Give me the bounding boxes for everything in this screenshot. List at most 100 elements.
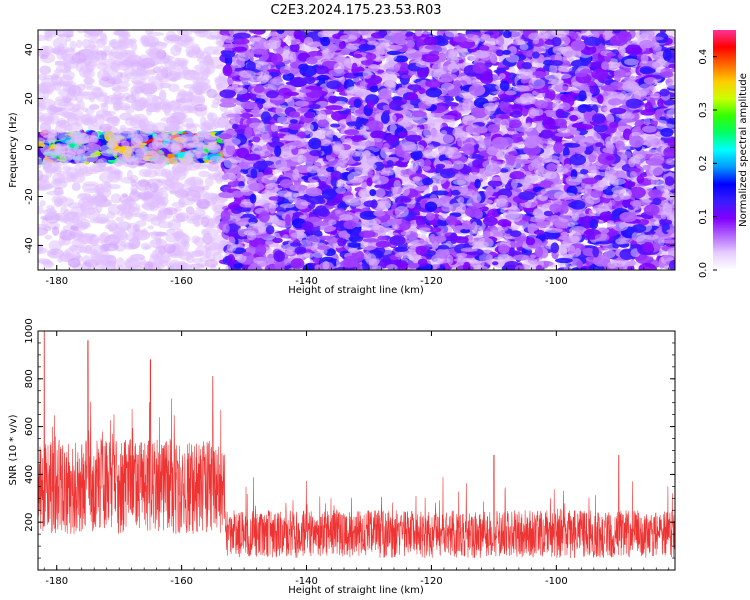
heatmap-cell <box>165 233 180 243</box>
heatmap-cell <box>125 94 137 104</box>
heatmap-cell <box>40 128 57 138</box>
heatmap-cell <box>96 62 109 70</box>
heatmap-cell <box>77 168 85 178</box>
heatmap-cell <box>71 104 82 111</box>
heatmap-cell <box>200 69 209 81</box>
heatmap-cell <box>185 50 204 59</box>
heatmap-cell <box>124 50 137 62</box>
heatmap-cell <box>112 229 128 241</box>
heatmap-cell <box>38 111 45 123</box>
heatmap-cell <box>207 228 220 236</box>
heatmap-cell <box>196 262 210 267</box>
heatmap-cell <box>191 235 201 244</box>
heatmap-cell <box>38 137 46 144</box>
heatmap-cell <box>153 195 162 201</box>
heatmap-cell <box>93 185 102 194</box>
heatmap-cell <box>168 83 180 93</box>
heatmap-cell <box>79 202 87 211</box>
heatmap-cell <box>176 162 193 172</box>
heatmap-cell <box>124 259 142 269</box>
heatmap-cell <box>103 46 111 52</box>
heatmap-cell <box>116 80 130 89</box>
heatmap-cell <box>116 204 133 211</box>
heatmap-cell <box>148 48 165 60</box>
heatmap-cell <box>52 173 66 184</box>
heatmap-cell <box>130 41 138 52</box>
heatmap-cell <box>100 102 109 113</box>
heatmap-cell <box>193 104 208 112</box>
heatmap-cell <box>192 148 205 155</box>
heatmap-cell <box>46 205 55 210</box>
heatmap-cell <box>116 257 125 268</box>
heatmap-cell <box>186 123 197 135</box>
heatmap-cell <box>68 244 79 252</box>
heatmap-cell <box>91 253 108 263</box>
heatmap-cell <box>178 102 196 114</box>
heatmap-cell <box>51 226 60 236</box>
heatmap-cell <box>206 35 221 40</box>
heatmap-cell <box>159 260 169 267</box>
heatmap-cell <box>169 252 184 259</box>
heatmap-cell <box>185 206 195 215</box>
heatmap-cell <box>38 157 43 169</box>
heatmap-cell <box>165 31 177 40</box>
heatmap-cell <box>183 70 200 81</box>
heatmap-cell <box>81 114 97 126</box>
heatmap-cell <box>202 119 220 130</box>
heatmap-cell <box>38 185 48 190</box>
heatmap-cell <box>121 150 135 162</box>
heatmap-cell <box>85 107 95 115</box>
heatmap-cell <box>143 87 154 97</box>
heatmap-cell <box>146 106 153 117</box>
heatmap-cell <box>83 77 95 85</box>
heatmap-cell <box>115 96 123 108</box>
heatmap-cell <box>195 245 209 257</box>
heatmap-cell <box>156 212 167 223</box>
heatmap-cell <box>156 79 164 91</box>
heatmap-cell <box>66 211 79 218</box>
heatmap-cell <box>175 212 189 222</box>
heatmap-cell <box>100 51 108 61</box>
chart-title: C2E3.2024.175.23.53.R03 <box>270 3 441 18</box>
heatmap-cell <box>123 66 136 77</box>
heatmap-cell <box>170 142 183 150</box>
heatmap-cell <box>71 182 81 192</box>
heatmap-cell <box>61 30 73 35</box>
heatmap-cell <box>106 263 116 270</box>
heatmap-cell <box>135 180 151 191</box>
heatmap-cell <box>160 130 169 138</box>
heatmap-cell <box>153 167 168 177</box>
heatmap-cell <box>91 87 104 98</box>
heatmap-cell <box>168 187 186 194</box>
heatmap-cell <box>201 216 210 228</box>
heatmap-cell <box>62 165 71 172</box>
heatmap-cell <box>167 71 180 82</box>
heatmap-cell <box>180 59 188 72</box>
heatmap-cell <box>78 66 92 79</box>
heatmap-cell <box>178 197 185 208</box>
heatmap-cell <box>155 245 165 251</box>
heatmap-cell <box>67 259 79 266</box>
heatmap-cell <box>86 30 100 35</box>
heatmap-cell <box>44 234 53 240</box>
heatmap-cell <box>38 169 44 181</box>
heatmap-cell <box>196 57 212 63</box>
heatmap-cell <box>185 152 193 160</box>
heatmap-cell <box>163 124 182 130</box>
heatmap-cell <box>107 115 119 127</box>
heatmap-cell <box>141 228 149 237</box>
heatmap-cell <box>135 193 145 199</box>
heatmap-cell <box>140 35 148 43</box>
heatmap-cell <box>143 150 160 162</box>
heatmap-cell <box>74 135 83 145</box>
heatmap-cell <box>43 156 59 163</box>
heatmap-cell <box>81 261 92 270</box>
heatmap-cell <box>163 243 176 254</box>
heatmap-cell <box>40 144 51 155</box>
heatmap-cell <box>204 176 214 187</box>
heatmap-cell <box>79 49 92 61</box>
heatmap-cell <box>146 31 165 37</box>
heatmap-cell <box>91 164 106 173</box>
heatmap-cell <box>77 90 84 97</box>
